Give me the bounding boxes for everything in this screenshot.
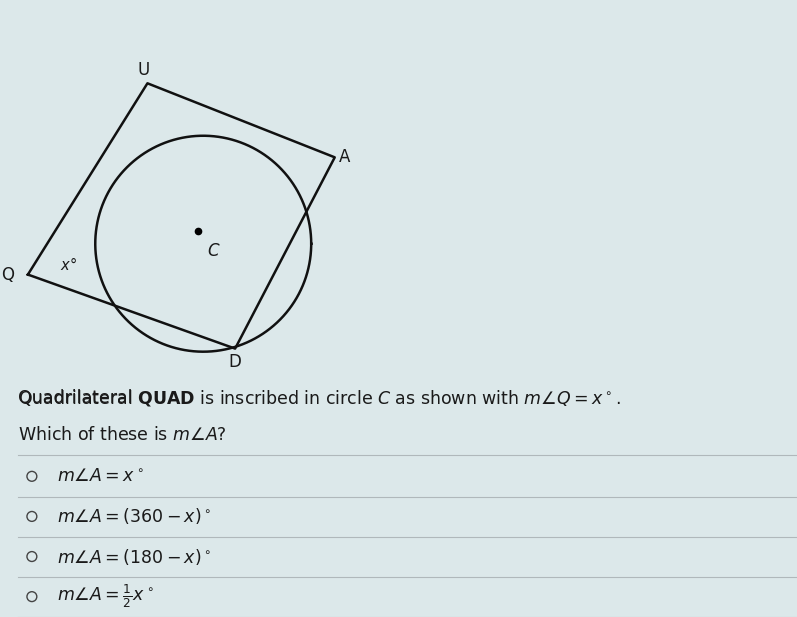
Text: Q: Q: [2, 265, 14, 284]
Text: U: U: [137, 60, 150, 79]
Text: A: A: [339, 148, 350, 167]
Text: Quadrilateral $\mathbf{QUAD}$ is inscribed in circle $\mathit{C}$ as shown with : Quadrilateral $\mathbf{QUAD}$ is inscrib…: [18, 388, 621, 408]
Text: $m\angle A = (360 - x)^\circ$: $m\angle A = (360 - x)^\circ$: [57, 507, 211, 526]
Text: $m\angle A = x^\circ$: $m\angle A = x^\circ$: [57, 467, 144, 486]
Text: D: D: [229, 353, 241, 371]
Text: $x°$: $x°$: [60, 255, 77, 273]
Text: $m\angle A = (180 - x)^\circ$: $m\angle A = (180 - x)^\circ$: [57, 547, 211, 566]
Text: Quadrilateral: Quadrilateral: [18, 389, 138, 407]
Text: Which of these is $m\angle A$?: Which of these is $m\angle A$?: [18, 426, 226, 444]
Text: $m\angle A = \frac{1}{2}x^\circ$: $m\angle A = \frac{1}{2}x^\circ$: [57, 583, 154, 610]
Text: $C$: $C$: [207, 242, 221, 260]
